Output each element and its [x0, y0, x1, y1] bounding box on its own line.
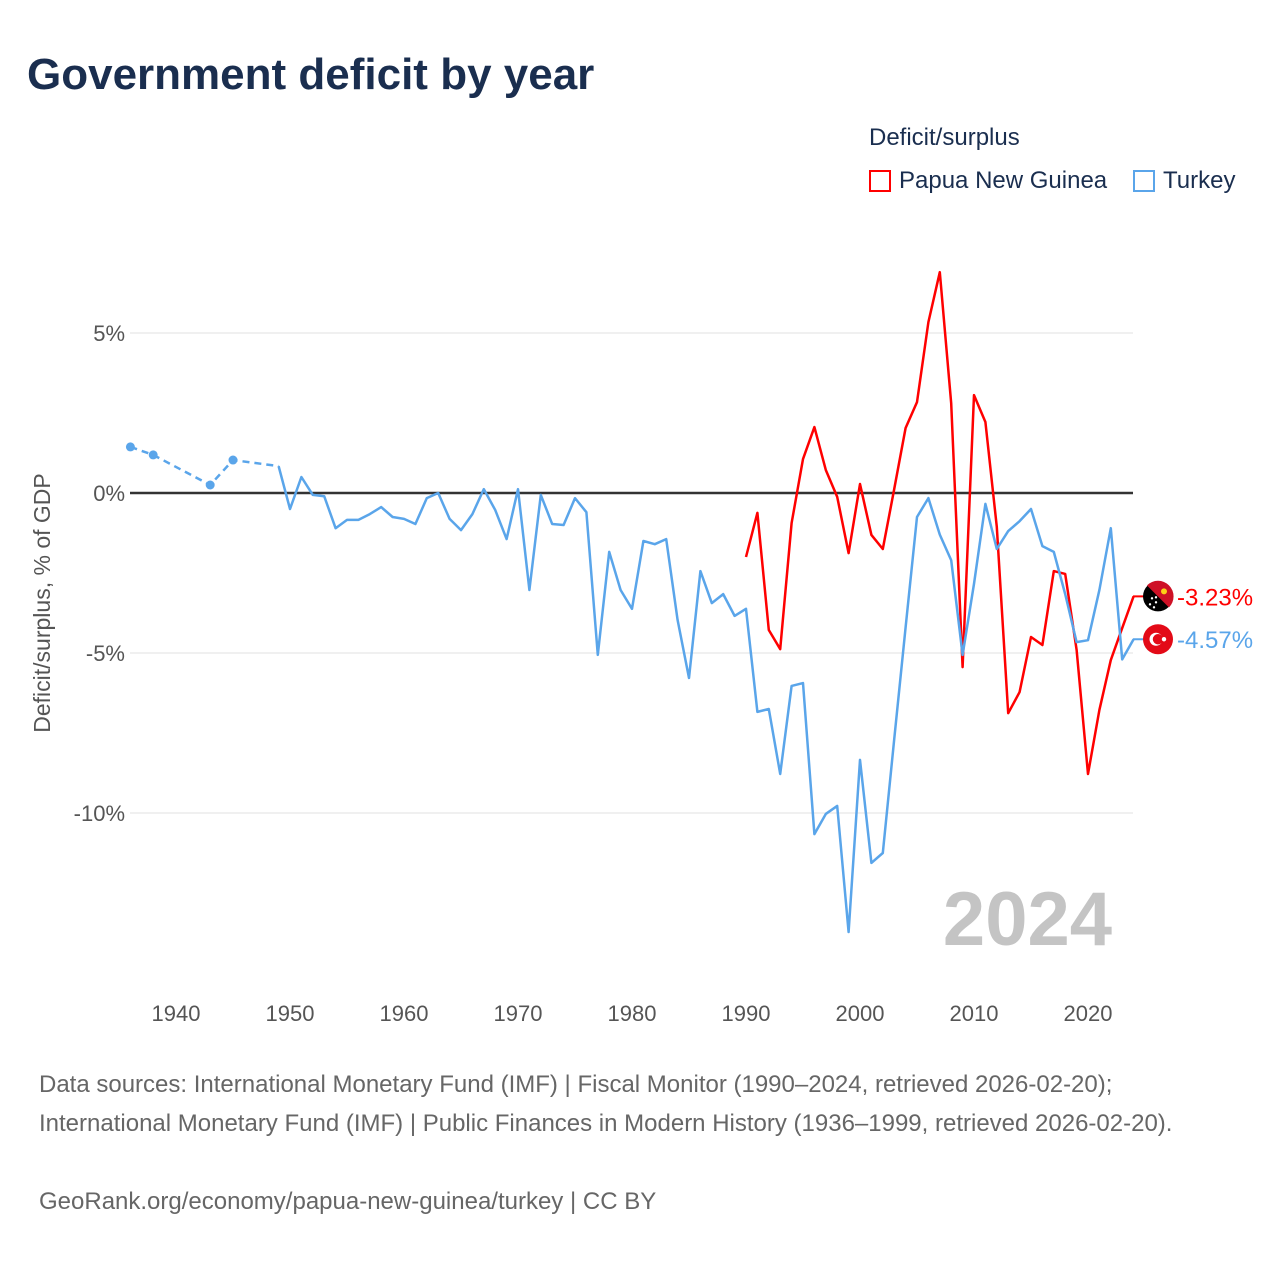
star: [1150, 597, 1154, 600]
data-point: [205, 480, 215, 490]
credit-link[interactable]: GeoRank.org/economy/papua-new-guinea/tur…: [39, 1188, 657, 1215]
legend-title: Deficit/surplus: [869, 124, 1020, 151]
data-point: [228, 455, 238, 465]
flag-red-half: [1147, 581, 1173, 607]
star: [1154, 596, 1158, 599]
x-tick-label: 1980: [608, 1001, 657, 1026]
end-value-label: -3.23%: [1177, 584, 1253, 611]
crescent-cut: [1152, 634, 1164, 645]
line-chart: 5% 0% -5% -10% 1940 1950 1960 1970 1980 1990 2000 2…: [29, 270, 1253, 1026]
chart-title: Government deficit by year: [27, 50, 595, 99]
data-point: [148, 450, 158, 460]
legend-label: Papua New Guinea: [899, 167, 1108, 194]
series-papua-new-guinea-line: [744, 270, 1135, 776]
turkey-flag-icon: [1143, 624, 1173, 655]
star: [1161, 637, 1167, 642]
x-tick-label: 1940: [152, 1001, 201, 1026]
y-axis-label: Deficit/surplus, % of GDP: [29, 473, 55, 732]
star: [1148, 603, 1152, 606]
x-tick-label: 1950: [266, 1001, 315, 1026]
series-turkey-line: [277, 465, 1135, 934]
x-tick-label: 2000: [836, 1001, 885, 1026]
end-value-label: -4.57%: [1177, 627, 1253, 654]
x-tick-label: 1960: [380, 1001, 429, 1026]
y-tick-label: 5%: [93, 321, 125, 346]
y-tick-label: -5%: [86, 641, 125, 666]
data-sources: Data sources: International Monetary Fun…: [39, 1071, 1173, 1137]
star: [1152, 606, 1156, 609]
x-tick-label: 2020: [1064, 1001, 1113, 1026]
y-tick-label: 0%: [93, 481, 125, 506]
legend-swatch: [869, 170, 891, 192]
y-tick-label: -10%: [74, 801, 125, 826]
legend-item-papua-new-guinea[interactable]: Papua New Guinea: [869, 167, 1107, 195]
current-year-watermark: 2024: [943, 877, 1112, 962]
data-point: [125, 442, 135, 452]
x-tick-label: 1970: [494, 1001, 543, 1026]
star: [1154, 601, 1158, 604]
papua-new-guinea-flag-icon: [1143, 580, 1174, 612]
legend-label: Turkey: [1163, 167, 1236, 194]
x-tick-label: 1990: [722, 1001, 771, 1026]
bird-of-paradise: [1161, 588, 1167, 595]
legend-item-turkey[interactable]: Turkey: [1133, 167, 1235, 195]
legend-swatch: [1133, 170, 1155, 192]
x-tick-label: 2010: [950, 1001, 999, 1026]
